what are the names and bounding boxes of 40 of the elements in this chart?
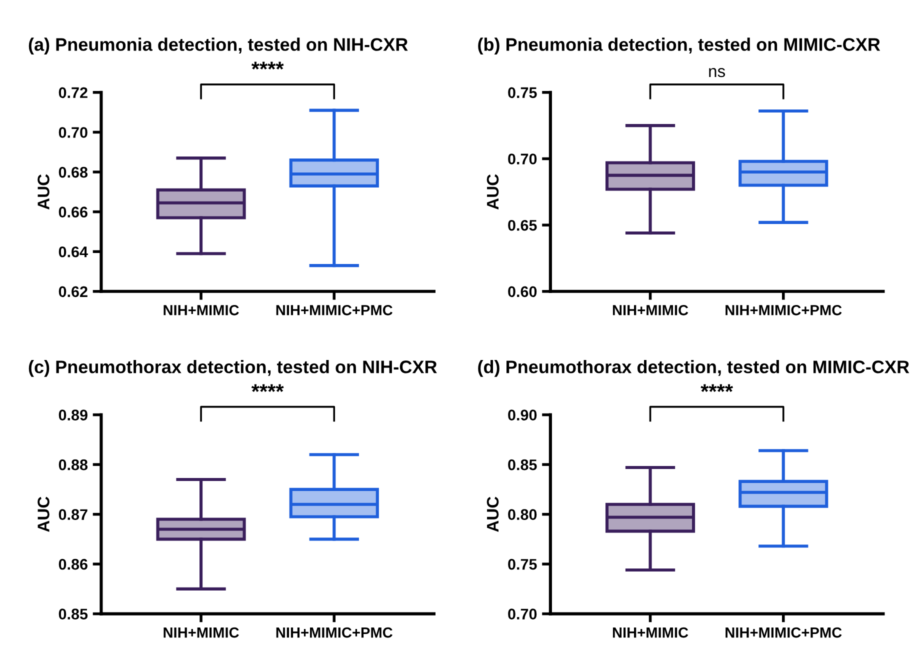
y-axis-title: AUC (38, 496, 50, 532)
y-axis-title: AUC (486, 174, 499, 210)
y-tick-label: 0.65 (508, 220, 537, 231)
y-axis-title: AUC (38, 174, 50, 210)
y-tick-label: 0.60 (508, 286, 537, 298)
y-tick-label: 0.85 (58, 608, 88, 620)
y-tick-label: 0.64 (58, 246, 88, 258)
text: **** (251, 62, 284, 70)
text: **** (251, 384, 284, 392)
y-tick-label: 0.89 (58, 410, 88, 420)
y-tick-label: 0.68 (58, 166, 88, 178)
text: **** (700, 384, 734, 392)
x-tick-label: NIH+MIMIC+PMC (726, 627, 842, 638)
chart-title: (a) Pneumonia detection, tested on NIH-CXR (28, 38, 408, 54)
y-tick-label: 0.80 (508, 509, 537, 520)
x-tick-label: NIH+MIMIC (612, 304, 688, 316)
x-tick-label: NIH+MIMIC (164, 304, 239, 316)
y-tick-label: 0.70 (508, 608, 537, 620)
y-tick-label: 0.75 (508, 87, 537, 98)
x-tick-label: NIH+MIMIC (612, 627, 688, 638)
y-tick-label: 0.62 (58, 286, 88, 298)
y-axis-title: AUC (486, 496, 499, 532)
x-tick-label: NIH+MIMIC+PMC (276, 304, 392, 316)
y-tick-label: 0.75 (508, 558, 537, 570)
chart-title: (d) Pneumothorax detection, tested on MIMIC-CXR (478, 360, 910, 377)
text: ns (709, 68, 726, 78)
y-tick-label: 0.66 (58, 206, 88, 218)
y-tick-label: 0.87 (58, 509, 88, 520)
chart-title: (c) Pneumothorax detection, tested on NIH-CXR (28, 360, 437, 377)
y-tick-label: 0.86 (58, 558, 88, 570)
y-tick-label: 0.70 (508, 154, 537, 164)
y-tick-label: 0.88 (58, 459, 88, 470)
chart-title: (b) Pneumonia detection, tested on MIMIC-CXR (478, 38, 880, 54)
x-tick-label: NIH+MIMIC (164, 627, 239, 638)
x-tick-label: NIH+MIMIC+PMC (726, 304, 842, 316)
y-tick-label: 0.70 (58, 127, 88, 138)
y-tick-label: 0.85 (508, 459, 537, 470)
x-tick-label: NIH+MIMIC+PMC (276, 627, 392, 638)
y-tick-label: 0.72 (58, 87, 88, 98)
y-tick-label: 0.90 (508, 410, 537, 420)
